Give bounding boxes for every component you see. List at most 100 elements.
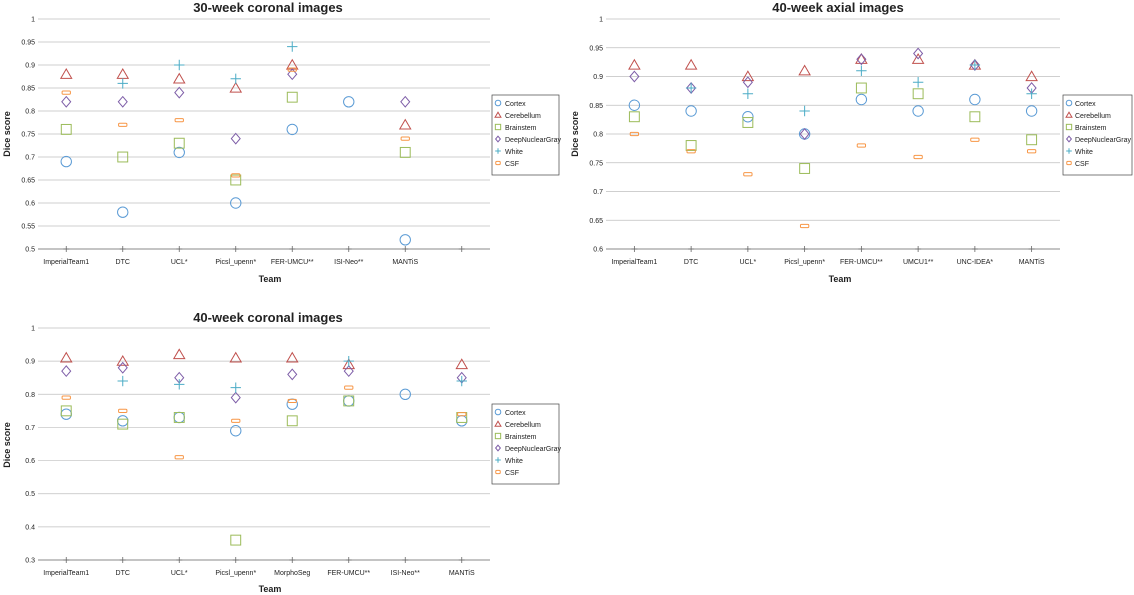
data-point-brainstem bbox=[1026, 134, 1038, 146]
x-tick-mark bbox=[402, 246, 409, 252]
data-point-cerebellum bbox=[398, 118, 412, 130]
data-point-cerebellum bbox=[59, 351, 73, 363]
data-point-csf bbox=[231, 418, 241, 423]
data-points bbox=[59, 41, 412, 246]
data-point-cortex bbox=[855, 93, 868, 106]
y-tick-label: 0.95 bbox=[589, 45, 603, 52]
y-tick-labels: 0.3 0.4 0.5 0.6 0.7 0.8 0.9 1 bbox=[25, 326, 35, 565]
x-tick-mark bbox=[402, 557, 409, 563]
data-point-cortex bbox=[343, 395, 355, 407]
chart-title: 30-week coronal images bbox=[193, 0, 343, 15]
data-point-csf bbox=[1026, 149, 1037, 154]
diamond-icon bbox=[494, 135, 502, 143]
diamond-icon bbox=[494, 444, 502, 452]
y-tick-label: 0.9 bbox=[25, 63, 35, 70]
legend-label-brainstem: Brainstem bbox=[1075, 125, 1107, 132]
data-point-cortex bbox=[286, 398, 298, 410]
data-point-cortex bbox=[230, 425, 242, 437]
legend-label-white: White bbox=[505, 458, 523, 465]
data-point-cerebellum bbox=[172, 348, 186, 360]
x-tick-mark bbox=[63, 557, 70, 563]
y-tick-labels: 0.5 0.55 0.6 0.65 0.7 0.75 0.8 0.85 0.9 0.95 1 bbox=[21, 17, 35, 254]
data-point-csf bbox=[856, 143, 867, 148]
x-tick-mark bbox=[345, 557, 352, 563]
y-tick-label: 0.6 bbox=[25, 201, 35, 208]
data-point-cerebellum bbox=[285, 351, 299, 363]
data-point-deepnucleargray bbox=[117, 95, 128, 108]
data-point-cerebellum bbox=[628, 58, 641, 70]
plus-icon bbox=[495, 457, 501, 463]
x-tick-label: DTC bbox=[116, 570, 130, 577]
data-point-brainstem bbox=[286, 415, 298, 427]
data-point-cortex bbox=[173, 146, 185, 159]
data-point-cortex bbox=[456, 415, 468, 427]
legend-label-cortex: Cortex bbox=[1075, 101, 1096, 108]
gridlines bbox=[38, 18, 490, 250]
data-point-brainstem bbox=[117, 151, 129, 163]
legend-label-cerebellum: Cerebellum bbox=[505, 113, 541, 120]
data-point-cortex bbox=[969, 93, 981, 106]
y-tick-label: 0.5 bbox=[25, 491, 35, 498]
legend-label-deepnucleargray: DeepNuclearGray bbox=[1075, 137, 1132, 144]
data-point-cerebellum bbox=[342, 358, 356, 370]
data-point-brainstem bbox=[343, 395, 355, 407]
y-tick-label: 0.3 bbox=[25, 558, 35, 565]
data-point-brainstem bbox=[230, 174, 242, 186]
x-tick-mark bbox=[458, 246, 465, 252]
y-tick-label: 0.9 bbox=[593, 74, 603, 81]
data-point-cortex bbox=[117, 206, 129, 218]
y-tick-label: 1 bbox=[31, 17, 35, 24]
x-tick-mark bbox=[289, 557, 296, 563]
y-tick-label: 1 bbox=[31, 326, 35, 333]
x-tick-mark bbox=[915, 246, 922, 252]
x-tick-label: Picsl_upenn* bbox=[215, 259, 256, 266]
x-tick-label: UMCU1** bbox=[903, 259, 934, 266]
y-tick-label: 0.8 bbox=[25, 109, 35, 116]
x-tick-label: ImperialTeam1 bbox=[611, 259, 657, 266]
data-point-csf bbox=[174, 118, 184, 123]
y-tick-label: 0.4 bbox=[25, 524, 35, 531]
legend-symbols bbox=[494, 408, 502, 475]
y-tick-label: 0.85 bbox=[589, 103, 603, 110]
legend-box bbox=[491, 94, 560, 176]
plus-icon bbox=[495, 148, 501, 154]
data-point-cerebellum bbox=[59, 68, 73, 79]
data-point-brainstem bbox=[399, 146, 411, 158]
x-tick-label: MorphoSeg bbox=[274, 570, 310, 577]
x-tick-label: Picsl_upenn* bbox=[784, 259, 825, 266]
data-point-deepnucleargray bbox=[400, 95, 411, 108]
data-point-white bbox=[230, 73, 241, 84]
y-tick-label: 0.9 bbox=[25, 359, 35, 366]
data-point-deepnucleargray bbox=[230, 132, 241, 145]
y-tick-label: 0.65 bbox=[21, 178, 35, 185]
data-point-white bbox=[174, 59, 185, 71]
data-point-white bbox=[912, 77, 924, 88]
y-axis-label: Dice score bbox=[570, 111, 580, 157]
data-point-deepnucleargray bbox=[287, 68, 298, 81]
legend-label-brainstem: Brainstem bbox=[505, 125, 537, 132]
data-point-csf bbox=[913, 154, 923, 160]
data-point-white bbox=[742, 88, 754, 99]
data-point-csf bbox=[231, 173, 241, 178]
data-point-csf bbox=[970, 137, 980, 142]
y-axis-label: Dice score bbox=[2, 111, 12, 157]
legend-label-cortex: Cortex bbox=[505, 101, 526, 108]
data-point-csf bbox=[61, 90, 71, 95]
legend-label-deepnucleargray: DeepNuclearGray bbox=[505, 137, 562, 144]
x-tick-mark bbox=[458, 557, 465, 563]
data-point-white bbox=[174, 379, 185, 390]
legend-label-cerebellum: Cerebellum bbox=[1075, 113, 1111, 120]
data-point-cortex bbox=[173, 411, 185, 424]
data-point-deepnucleargray bbox=[913, 47, 924, 60]
y-tick-label: 0.6 bbox=[25, 458, 35, 465]
data-point-csf bbox=[799, 223, 810, 229]
x-tick-label: UCL* bbox=[171, 259, 188, 266]
data-point-cortex bbox=[742, 111, 754, 123]
x-tick-mark bbox=[345, 246, 352, 252]
gridlines bbox=[606, 18, 1060, 250]
x-tick-label: DTC bbox=[684, 259, 698, 266]
data-point-brainstem bbox=[969, 111, 981, 123]
legend: Cortex Cerebellum Brainstem DeepNuclearG… bbox=[491, 94, 562, 176]
data-point-cortex bbox=[628, 99, 641, 111]
